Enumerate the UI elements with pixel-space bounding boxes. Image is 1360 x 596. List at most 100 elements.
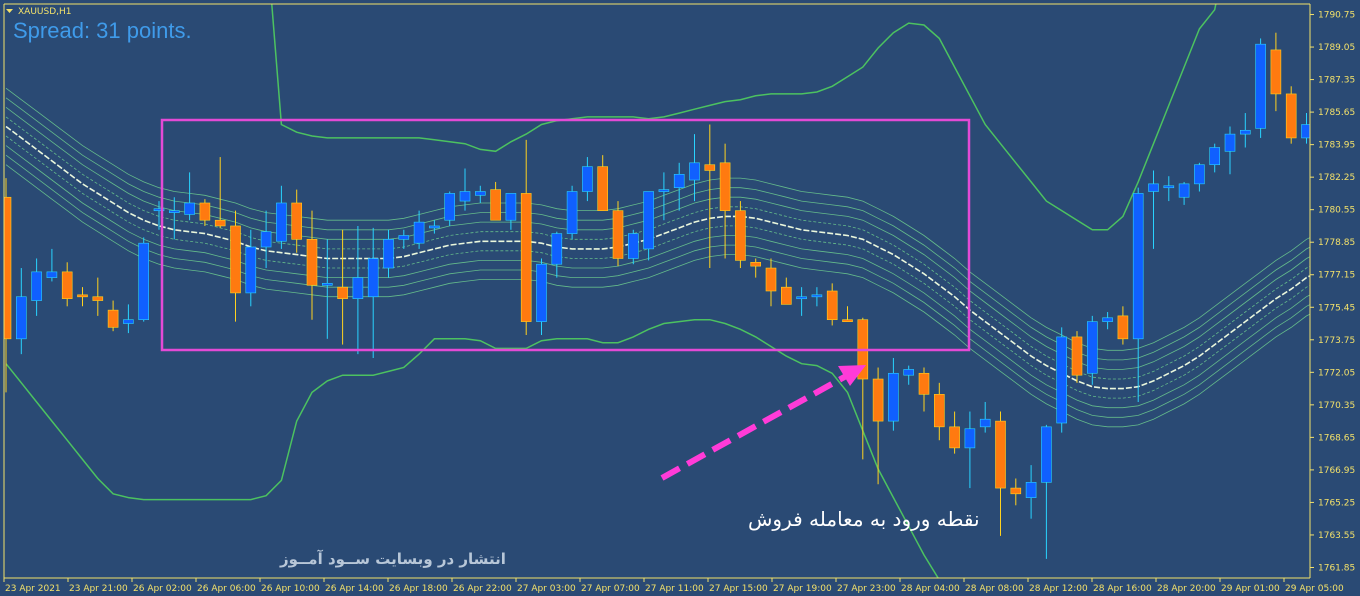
candle-body	[1194, 164, 1205, 185]
candle-body	[61, 271, 73, 299]
candle-body	[505, 193, 517, 221]
candle-body	[735, 210, 746, 261]
candle	[1301, 113, 1310, 144]
candle-body	[383, 239, 394, 269]
candle	[1025, 465, 1037, 519]
candle-body	[276, 202, 287, 242]
candle-body	[31, 271, 42, 301]
candle	[643, 191, 654, 261]
entry-annotation: نقطه ورود به معامله فروش	[748, 507, 980, 531]
entry-arrow	[660, 365, 866, 481]
price-tick-label: 1778.85	[1318, 238, 1355, 248]
candle-body	[520, 193, 532, 322]
price-tick-label: 1765.25	[1318, 498, 1355, 508]
candle-body	[184, 202, 195, 215]
candle	[1224, 126, 1236, 175]
candle-body	[888, 372, 899, 422]
symbol-title: XAUUSD,H1	[18, 7, 72, 17]
candle-body	[398, 235, 410, 240]
candle-body	[138, 242, 149, 321]
candle	[413, 210, 425, 249]
candle-body	[1148, 183, 1159, 192]
candle	[169, 197, 180, 240]
candle-body	[1178, 183, 1190, 198]
candle-body	[214, 219, 226, 227]
time-tick-label: 28 Apr 08:00	[965, 584, 1024, 594]
candle-body	[551, 233, 563, 265]
time-tick-label: 26 Apr 10:00	[261, 584, 320, 594]
candle	[964, 411, 976, 489]
time-tick-label: 28 Apr 12:00	[1029, 584, 1088, 594]
price-tick-label: 1768.65	[1318, 433, 1355, 443]
candle	[4, 178, 12, 393]
candle-body	[796, 296, 807, 300]
candle	[673, 162, 685, 211]
candle	[474, 185, 486, 203]
candle-body	[780, 286, 792, 305]
time-axis: 23 Apr 2021 23 Apr 21:00 26 Apr 02:00 26 Ap…	[3, 578, 1344, 594]
candle-body	[811, 294, 823, 298]
candle-body	[199, 202, 211, 221]
candle	[383, 229, 394, 278]
time-tick-label: 26 Apr 02:00	[133, 584, 192, 594]
candle	[153, 201, 165, 230]
candle-body	[1270, 49, 1282, 95]
price-tick-label: 1766.95	[1318, 466, 1355, 476]
candle	[352, 225, 364, 355]
candle	[979, 401, 991, 433]
time-tick-label: 27 Apr 15:00	[709, 584, 768, 594]
price-tick-label: 1790.75	[1318, 11, 1355, 21]
candle	[77, 287, 88, 307]
candle-body	[77, 294, 88, 298]
candle-body	[1240, 129, 1251, 135]
candle-body	[582, 166, 593, 192]
bollinger-upper-line	[271, 4, 1217, 231]
candle	[1148, 170, 1159, 249]
candle-body	[995, 420, 1006, 489]
candle-body	[4, 196, 12, 340]
candle	[1163, 176, 1175, 202]
price-tick-label: 1777.15	[1318, 271, 1355, 281]
candle	[704, 124, 716, 269]
candlestick-series	[4, 32, 1310, 559]
time-tick-label: 27 Apr 03:00	[517, 584, 576, 594]
candle-body	[444, 193, 456, 221]
candle	[31, 258, 42, 316]
symbol-dropdown-icon[interactable]	[6, 9, 13, 13]
candle-body	[872, 378, 884, 422]
candle-body	[1010, 487, 1022, 495]
candle-body	[459, 191, 471, 202]
candle	[826, 283, 838, 326]
candle-body	[1071, 336, 1083, 376]
candle-body	[627, 233, 639, 259]
candle-body	[979, 418, 991, 428]
candle-body	[750, 261, 762, 267]
candle	[214, 157, 226, 228]
candle	[1010, 478, 1022, 506]
candle-body	[352, 277, 364, 299]
candle-body	[260, 231, 272, 248]
candle	[597, 155, 609, 211]
candle	[429, 220, 440, 234]
consolidation-box	[160, 118, 971, 352]
candle	[123, 304, 134, 334]
candle	[184, 172, 195, 221]
candle-body	[46, 271, 58, 278]
time-tick-label: 26 Apr 14:00	[325, 584, 384, 594]
candle-body	[1056, 336, 1067, 424]
price-tick-label: 1783.95	[1318, 141, 1355, 151]
candle-body	[123, 319, 134, 324]
price-tick-label: 1782.25	[1318, 173, 1355, 183]
candle	[658, 172, 670, 221]
candle	[1117, 306, 1129, 345]
candle	[505, 193, 517, 230]
candle-body	[1285, 93, 1297, 139]
candle	[15, 268, 27, 355]
spread-label: Spread: 31 points.	[13, 18, 192, 43]
candle-body	[429, 225, 440, 229]
candle-body	[1087, 321, 1098, 374]
candle	[260, 210, 272, 269]
bollinger-lower-line	[5, 318, 940, 578]
